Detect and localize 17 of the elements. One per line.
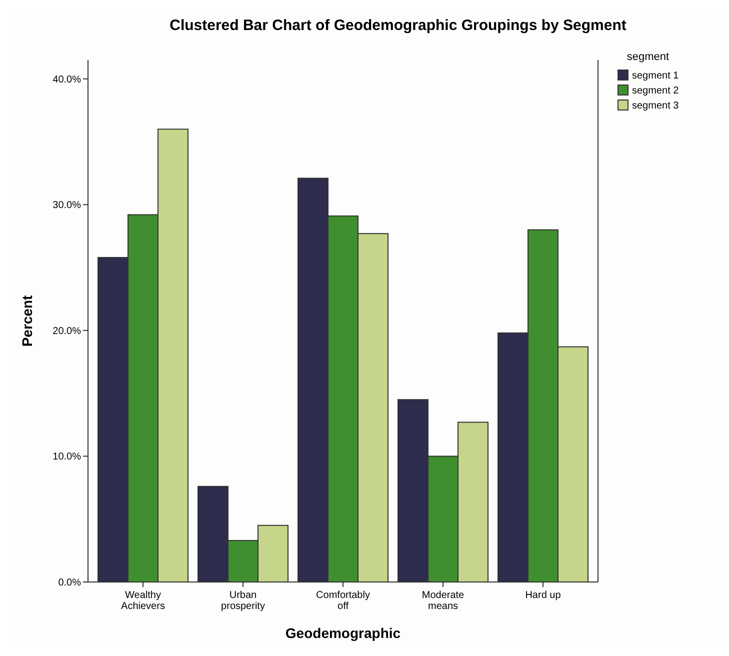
x-tick-label: Moderate means <box>422 590 465 612</box>
x-tick-label: Urban prosperity <box>221 590 265 612</box>
y-tick-label: 20.0% <box>52 326 82 337</box>
legend-label: segment 1 <box>632 70 680 82</box>
legend-title: segment <box>626 51 670 63</box>
y-axis-title: Percent <box>19 294 35 347</box>
legend-label: segment 3 <box>632 100 680 112</box>
x-tick-label: Comfortably off <box>316 590 370 612</box>
y-tick-label: 0.0% <box>58 578 82 588</box>
y-tick-label: 10.0% <box>52 452 82 463</box>
chart-title: Clustered Bar Chart of Geodemographic Groupings by Segment <box>170 17 626 34</box>
y-tick-label: 30.0% <box>52 200 82 212</box>
x-axis-title: Geodemographic <box>285 625 401 641</box>
legend-label: segment 2 <box>632 86 680 96</box>
y-tick-label: 40.0% <box>52 74 82 86</box>
x-tick-label: Hard up <box>525 590 562 601</box>
x-tick-label: Wealthy Achievers <box>121 590 165 612</box>
